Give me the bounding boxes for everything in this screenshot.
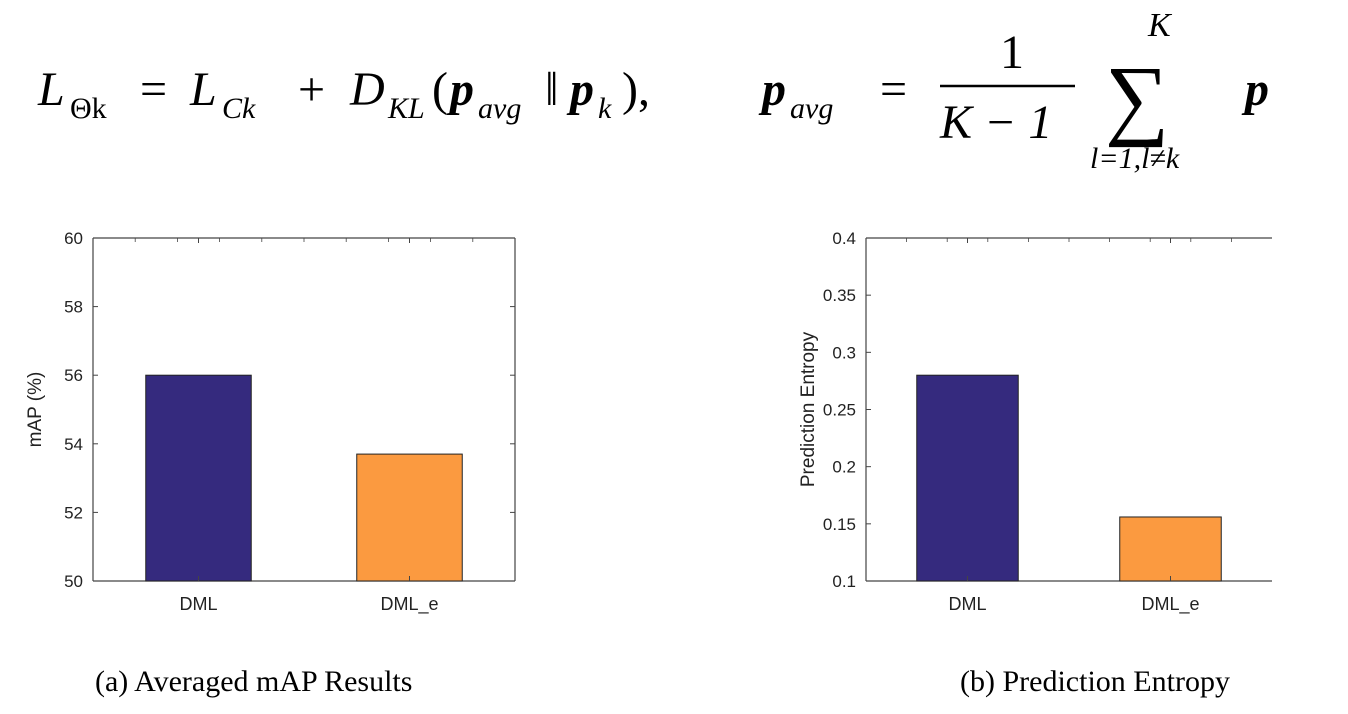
eq-p-tail: p [1241,63,1269,116]
eq-equals-2: = [880,63,907,116]
eq-kl: KL [387,92,425,125]
kl-loss-equation: L Θk = L Ck + D KL ( p avg ‖ p k ), p av… [37,7,1269,175]
bar-dml-e [1119,516,1222,582]
eq-sum: ∑ [1105,49,1169,148]
eq-theta-k: Θk [70,92,107,125]
y-tick-label: 52 [64,503,83,522]
eq-L2: L [189,63,217,116]
bar-dml-e [356,453,463,582]
y-tick-label: 0.25 [823,401,856,420]
x-tick-label: DML [948,594,986,614]
y-tick-label: 60 [64,229,83,248]
eq-D: D [349,63,385,116]
eq-avg-a: avg [478,92,521,125]
eq-plus: + [298,63,325,116]
y-axis-label: Prediction Entropy [798,331,819,487]
x-tick-label: DML [179,594,217,614]
eq-avg-b: avg [790,92,833,125]
x-tick-label: DML_e [380,594,438,615]
bar-dml [145,374,252,582]
chart-averaged-map: 50 52 54 56 58 60 DML DML_e mAP (%) [25,229,516,615]
y-axis-label: mAP (%) [25,372,46,448]
bar-dml [916,374,1019,582]
eq-rparen-comma: ), [622,63,650,116]
eq-denominator: K − 1 [939,96,1052,149]
eq-lparen: ( [432,63,448,116]
x-tick-label: DML_e [1141,594,1199,615]
y-tick-label: 0.3 [832,343,856,362]
eq-p-avg-a: p [446,63,474,116]
y-tick-label: 0.35 [823,286,856,305]
y-tick-label: 0.15 [823,515,856,534]
y-tick-label: 0.1 [832,572,856,591]
eq-L: L [37,63,65,116]
eq-norm: ‖ [545,63,558,116]
y-tick-label: 0.2 [832,458,856,477]
caption-averaged-map: (a) Averaged mAP Results [95,665,413,698]
eq-equals: = [140,63,167,116]
y-tick-label: 50 [64,572,83,591]
eq-p-avg-b: p [758,63,786,116]
caption-prediction-entropy: (b) Prediction Entropy [960,665,1230,698]
eq-k-sub: k [598,92,612,125]
eq-c-k: Ck [222,92,256,125]
eq-p-k: p [566,63,594,116]
y-tick-label: 58 [64,298,83,317]
y-tick-label: 56 [64,366,83,385]
y-tick-label: 54 [64,435,83,454]
chart-prediction-entropy: 0.1 0.15 0.2 0.25 0.3 0.35 0.4 DML DML_e Predicti… [798,229,1272,615]
y-tick-label: 0.4 [832,229,856,248]
eq-sum-bottom: l=1,l≠k [1090,142,1180,175]
eq-sum-top: K [1147,7,1173,44]
eq-numerator: 1 [1000,26,1024,79]
